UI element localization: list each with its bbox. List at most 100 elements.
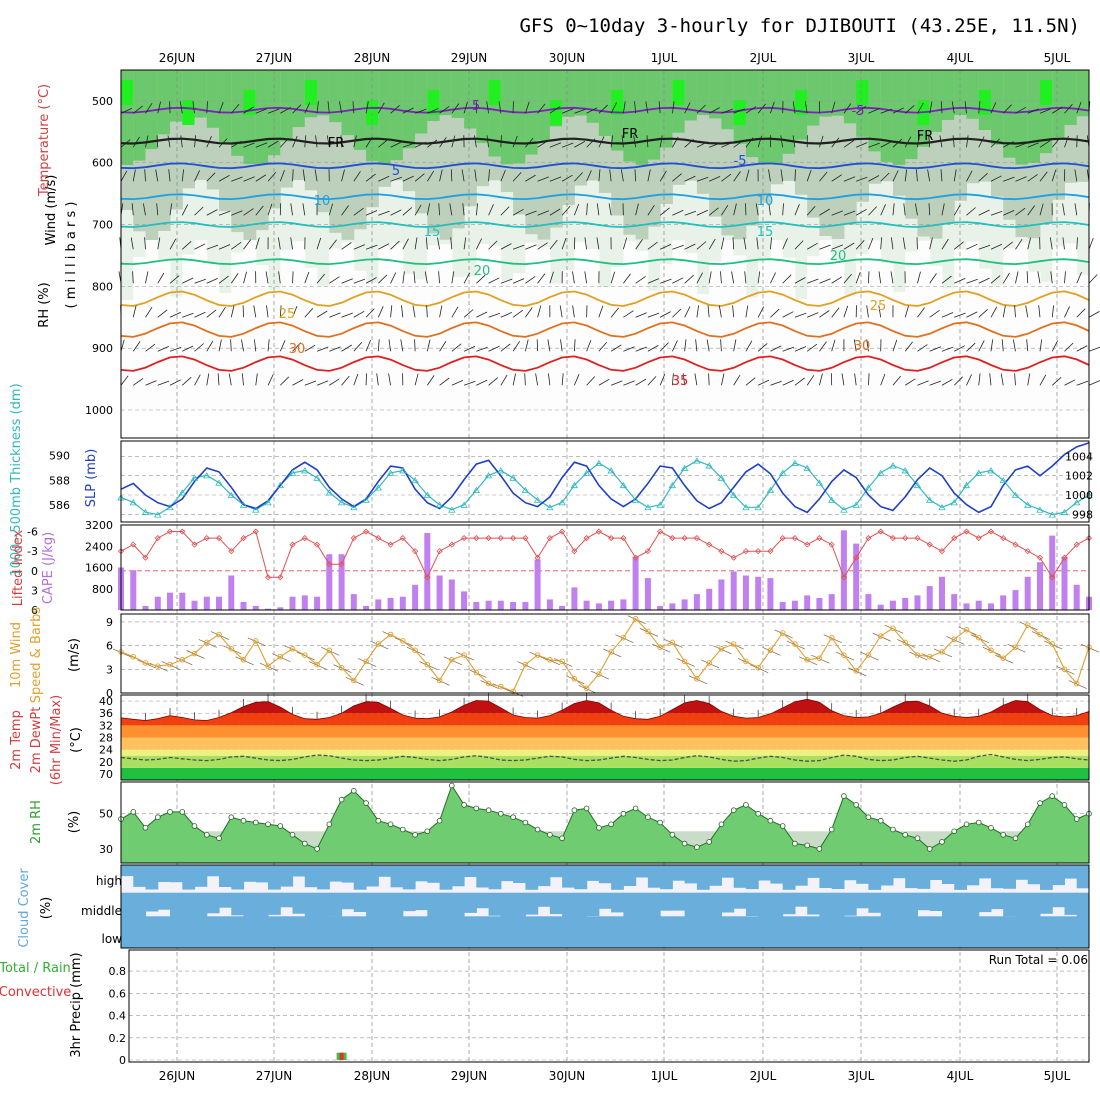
wind-barb (1074, 169, 1078, 182)
cloud-low-bar (390, 916, 404, 948)
cloud-low-bar (464, 916, 477, 948)
wind-barb-10m (443, 656, 462, 666)
upper-air-ytick-600: 600 (92, 157, 113, 170)
wind-barb (181, 204, 189, 216)
cloud-high-bar (427, 865, 441, 883)
wind-barb (352, 101, 355, 114)
wind-barb (794, 240, 804, 250)
rh-point (363, 800, 369, 806)
rh-frame (120, 781, 1090, 864)
wind-barb (537, 273, 546, 284)
rh-band-90 (243, 90, 257, 115)
wind-barb (156, 135, 159, 148)
wind-barb-10m (995, 654, 1014, 664)
wind-barb (194, 243, 206, 250)
rh-dry-region (390, 243, 404, 410)
wind-speed-point (559, 658, 565, 665)
wind-barb (438, 271, 440, 284)
cloud-mid-bar (696, 892, 710, 921)
wind-barb (120, 107, 133, 114)
isotherm-20 (120, 258, 1090, 266)
wind-barb (684, 306, 691, 318)
cloud-high-bar (194, 865, 208, 887)
wind-barb (634, 169, 637, 182)
wind-barb (941, 238, 949, 250)
rh-band-90 (794, 90, 808, 115)
wind-barb (929, 309, 940, 318)
wind-barb (451, 135, 456, 148)
wind-barb (1050, 271, 1053, 284)
wind-barb (941, 346, 954, 352)
wind-barb (537, 210, 549, 216)
wind-speed-point (436, 677, 443, 684)
wind-barb (157, 309, 168, 318)
li-point (203, 535, 210, 542)
thickness-point (950, 499, 958, 506)
rh-point (1061, 802, 1068, 808)
wind-speed-point (988, 647, 994, 654)
cape-bar (889, 600, 896, 610)
wind-speed-point (1037, 631, 1043, 638)
rh-dry-region (929, 265, 943, 410)
wind-barb (353, 171, 361, 182)
wind-barb (892, 203, 895, 216)
slp-frame (120, 440, 1090, 523)
wind-barb (819, 135, 824, 148)
wind-barb (623, 380, 635, 386)
wind-barb (1027, 205, 1036, 216)
cloud-high-bar (1003, 865, 1016, 889)
wind-barb (302, 169, 306, 182)
rh-point (669, 831, 676, 838)
rh-point (191, 823, 198, 829)
cloud-high-bar (231, 865, 245, 890)
wind-barb (488, 277, 500, 284)
contour-label-0: 5 (472, 99, 480, 114)
wind-barb (254, 339, 257, 352)
wind-barb (230, 273, 239, 284)
cloud-low-bar (684, 916, 698, 948)
wind-barb (733, 339, 737, 352)
wind-barb (500, 312, 512, 318)
wind-barb (745, 305, 749, 318)
wind-barb (841, 373, 845, 386)
wind-barb (463, 272, 471, 284)
wind-barb (292, 104, 302, 114)
wind-barb (733, 139, 744, 148)
thickness-point (987, 467, 995, 474)
wind-barb (610, 135, 613, 148)
wind-barb (378, 274, 388, 284)
wind-barb (169, 238, 177, 250)
rh-point (865, 814, 872, 820)
wind-barb-10m (578, 684, 597, 694)
li-point (779, 535, 786, 542)
wind-barb-10m (235, 656, 254, 666)
rh-band-70 (500, 70, 514, 165)
wind-barb (757, 135, 762, 148)
rh-band-70 (1027, 70, 1041, 163)
temp-ytick-3: 28 (99, 732, 113, 745)
thickness-point (276, 481, 284, 489)
thickness-point (166, 503, 174, 511)
wind-barb (132, 341, 141, 352)
wind-barb (561, 108, 574, 114)
rh-dry-region (476, 243, 490, 410)
wind-barb (831, 210, 843, 216)
wind-barb (855, 208, 867, 216)
cloud-mid-bar (782, 892, 796, 915)
wind-barb (378, 139, 388, 148)
cloud-high-bar (660, 865, 673, 890)
cloud-low-bar (317, 916, 330, 948)
wind-barb (156, 203, 159, 216)
wind-barb (255, 237, 260, 250)
li-point (215, 535, 223, 542)
rh-band-70 (133, 70, 147, 161)
cloud-high-bar (329, 865, 343, 882)
wind-barb (708, 107, 720, 114)
cloud-high-bar (819, 865, 833, 888)
cloud-mid-bar (856, 892, 869, 909)
thickness-point (374, 484, 383, 491)
li-point (853, 554, 860, 561)
cloud-low-bar (500, 916, 514, 948)
wind-barb (280, 376, 290, 386)
wind-barb-10m (602, 648, 622, 658)
